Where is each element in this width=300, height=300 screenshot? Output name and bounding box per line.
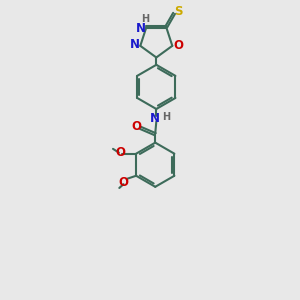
Text: O: O: [116, 146, 125, 159]
Text: O: O: [173, 39, 183, 52]
Text: S: S: [174, 5, 182, 18]
Text: H: H: [141, 14, 149, 24]
Text: N: N: [129, 38, 140, 51]
Text: N: N: [150, 112, 160, 125]
Text: H: H: [162, 112, 170, 122]
Text: N: N: [136, 22, 146, 34]
Text: O: O: [118, 176, 128, 189]
Text: O: O: [131, 120, 141, 134]
